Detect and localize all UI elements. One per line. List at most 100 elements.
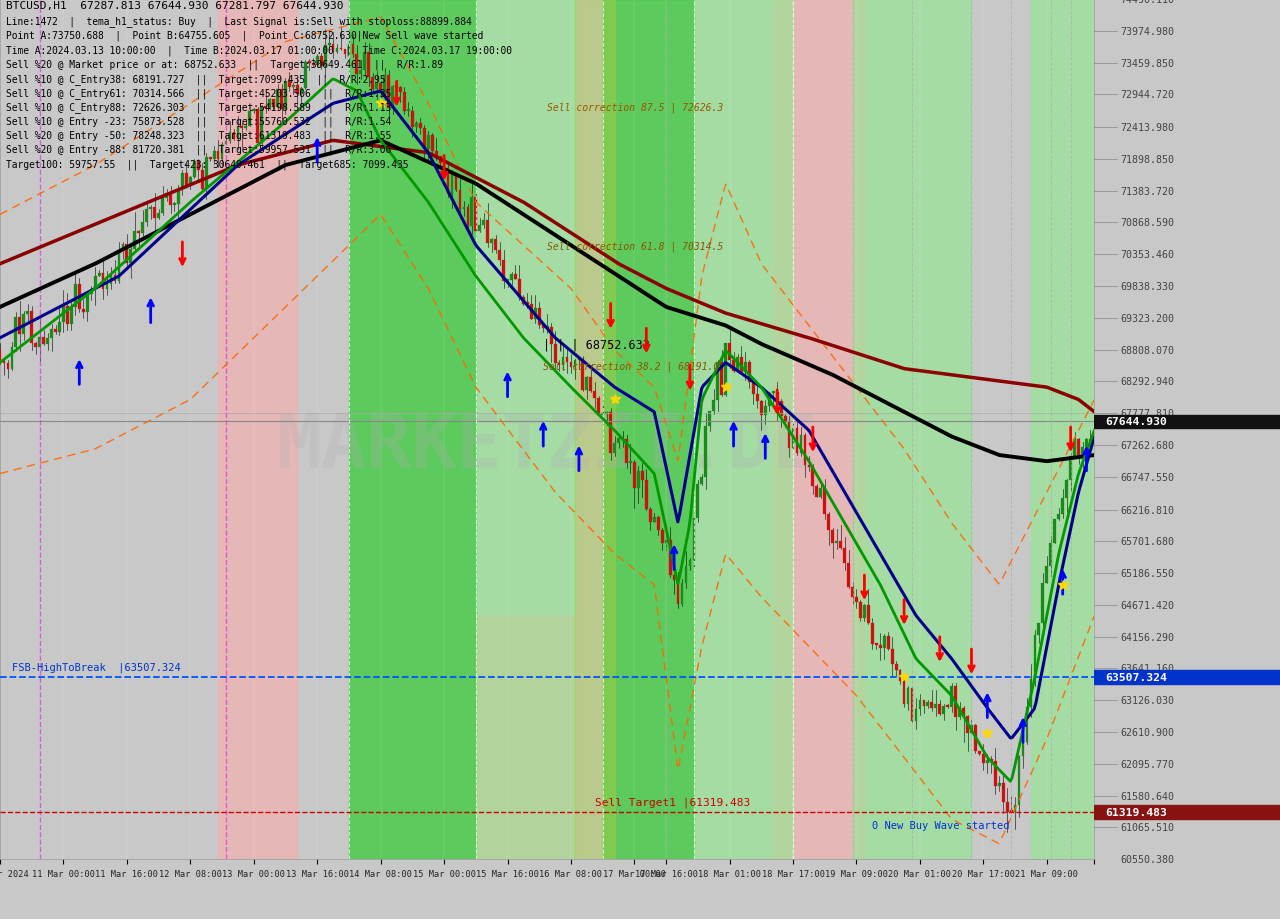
Text: Sell Target1 |61319.483: Sell Target1 |61319.483 (595, 797, 750, 808)
FancyBboxPatch shape (1094, 805, 1280, 819)
Bar (161, 199, 164, 214)
Bar (570, 362, 572, 368)
Bar (349, 0, 476, 859)
Bar (963, 708, 965, 716)
Bar (978, 751, 980, 754)
Bar (101, 274, 105, 290)
Bar (728, 344, 731, 360)
Bar (998, 784, 1001, 786)
Text: Sell correction 38.2 | 68191.0: Sell correction 38.2 | 68191.0 (543, 361, 719, 372)
Bar (773, 0, 864, 859)
Bar (403, 94, 406, 112)
FancyBboxPatch shape (1094, 670, 1280, 684)
Text: 72413.980: 72413.980 (1120, 123, 1174, 133)
Bar (840, 541, 842, 549)
Bar (831, 530, 835, 543)
Bar (891, 650, 893, 664)
Text: Sell correction 61.8 | 70314.5: Sell correction 61.8 | 70314.5 (548, 241, 723, 252)
Bar (476, 616, 575, 859)
Bar (224, 142, 228, 144)
Text: Target100: 59757.55  ||  Target423: 30649.461  ||  Target685: 7099.435: Target100: 59757.55 || Target423: 30649.… (6, 159, 408, 169)
Bar (575, 0, 614, 859)
Bar (422, 129, 426, 150)
Bar (700, 478, 703, 485)
Bar (1085, 439, 1088, 448)
Text: Sell %10 @ C_Entry61: 70314.566  ||  Target:45203.506  ||  R/R:1.35: Sell %10 @ C_Entry61: 70314.566 || Targe… (6, 87, 392, 98)
Bar (343, 51, 347, 55)
Bar (621, 438, 623, 440)
Bar (844, 549, 846, 563)
Text: 61580.640: 61580.640 (1120, 790, 1174, 800)
Text: 66747.550: 66747.550 (1120, 472, 1174, 482)
Bar (415, 124, 417, 128)
Bar (396, 85, 398, 87)
Text: 68808.070: 68808.070 (1120, 346, 1174, 356)
Bar (303, 62, 307, 89)
Bar (1093, 436, 1096, 442)
Bar (847, 563, 850, 588)
Bar (931, 703, 933, 708)
Bar (694, 0, 794, 859)
Bar (264, 107, 268, 108)
Text: Point A:73750.688  |  Point B:64755.605  |  Point C:68752.630|New Sell wave star: Point A:73750.688 | Point B:64755.605 | … (6, 30, 484, 41)
Bar (476, 0, 575, 859)
Bar (332, 45, 334, 53)
Bar (97, 274, 101, 277)
Bar (165, 194, 168, 199)
Text: Sell %10 @ Entry -23: 75873.528  ||  Target:55760.532  ||  R/R:1.54: Sell %10 @ Entry -23: 75873.528 || Targe… (6, 116, 392, 127)
Bar (335, 49, 338, 53)
Bar (744, 362, 746, 373)
Bar (58, 323, 61, 333)
Bar (490, 240, 493, 244)
Bar (859, 602, 861, 618)
Bar (708, 411, 712, 426)
Text: MARKETZIT.DE: MARKETZIT.DE (276, 411, 818, 483)
Bar (244, 127, 247, 129)
Bar (280, 89, 283, 109)
Bar (173, 204, 175, 206)
Bar (399, 87, 402, 94)
Bar (90, 290, 92, 295)
Bar (86, 295, 88, 313)
Bar (724, 344, 727, 396)
Bar (189, 178, 192, 186)
Bar (1002, 784, 1005, 802)
Text: Sell %20 @ Entry -50: 78248.323  ||  Target:61319.483  ||  R/R:1.55: Sell %20 @ Entry -50: 78248.323 || Targe… (6, 130, 392, 141)
Bar (392, 87, 394, 109)
Bar (732, 360, 735, 371)
Bar (352, 45, 355, 55)
Bar (554, 345, 557, 364)
Bar (915, 709, 918, 721)
Bar (494, 240, 497, 251)
Bar (628, 461, 632, 463)
Text: 70353.460: 70353.460 (1120, 250, 1174, 260)
Bar (776, 392, 778, 402)
Bar (1053, 519, 1056, 543)
Bar (186, 174, 188, 186)
Bar (867, 605, 870, 624)
Bar (812, 468, 814, 487)
Bar (870, 624, 874, 644)
Text: 63507.324: 63507.324 (1106, 672, 1167, 682)
Text: FSB-HighToBreak  |63507.324: FSB-HighToBreak |63507.324 (12, 662, 180, 673)
Bar (220, 144, 224, 159)
Bar (673, 575, 676, 580)
Bar (780, 402, 782, 416)
Text: 67777.810: 67777.810 (1120, 409, 1174, 419)
Bar (50, 330, 52, 338)
Bar (685, 567, 687, 584)
Bar (796, 428, 799, 453)
Bar (910, 688, 914, 721)
Bar (260, 108, 264, 144)
Bar (292, 85, 294, 87)
Bar (585, 378, 589, 391)
Bar (927, 703, 929, 706)
Text: 67644.930: 67644.930 (1106, 417, 1167, 427)
Bar (530, 305, 532, 319)
Bar (506, 280, 509, 282)
Bar (129, 250, 132, 264)
Bar (989, 760, 993, 762)
Bar (439, 157, 442, 164)
Bar (637, 471, 640, 489)
Bar (458, 190, 461, 210)
